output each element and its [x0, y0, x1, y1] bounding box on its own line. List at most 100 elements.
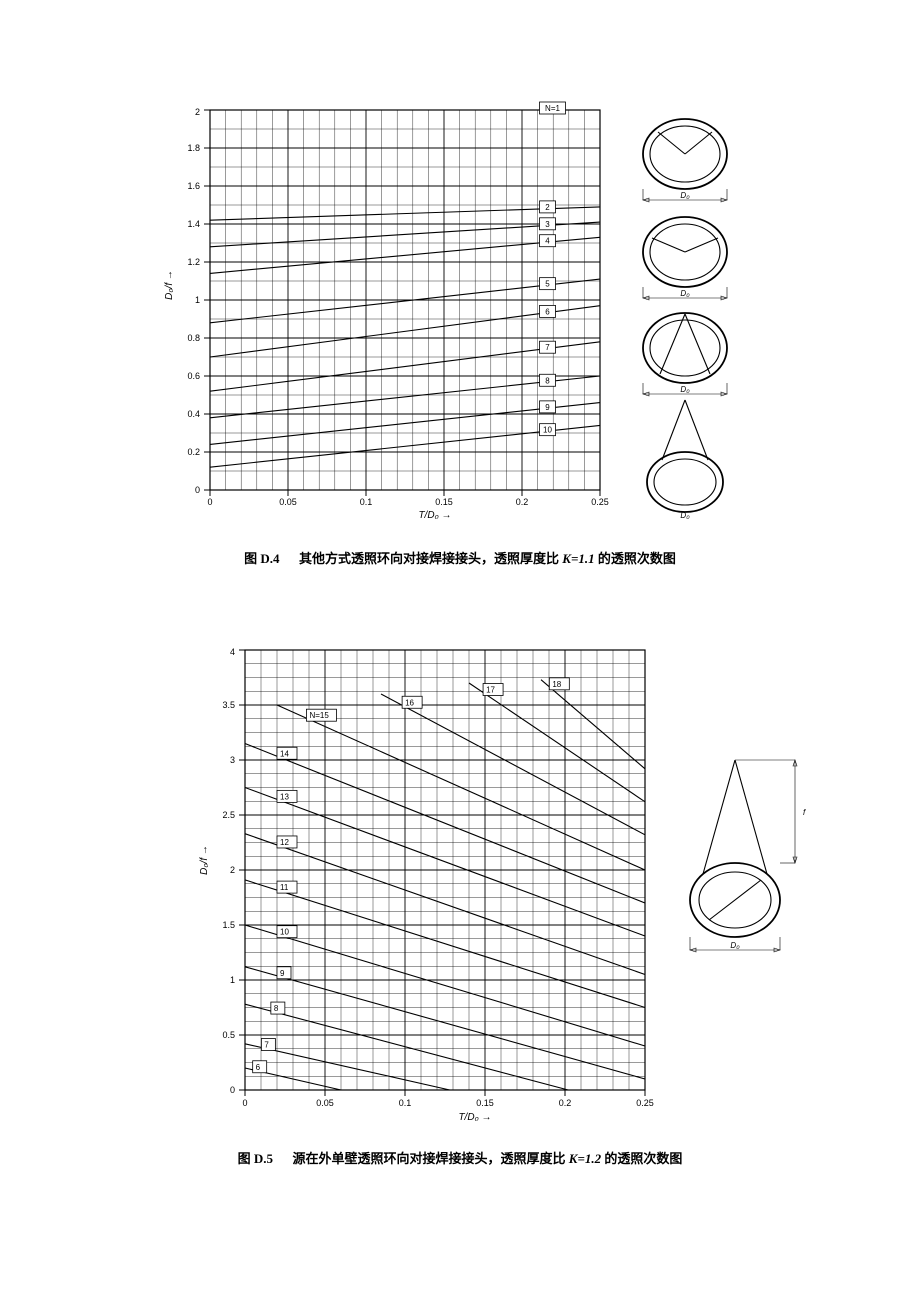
ytick-7: 1.4 [187, 219, 200, 229]
xtick-2: 0.1 [399, 1098, 412, 1108]
curve-label: 9 [280, 969, 285, 978]
xtick-4: 0.2 [559, 1098, 572, 1108]
ytick-7: 3.5 [222, 700, 235, 710]
chart-d4-side-diagram-2: D₀ [643, 217, 727, 300]
chart-d5-xticks: 0 0.05 0.1 0.15 0.2 0.25 [242, 1090, 653, 1108]
curve-n18 [541, 680, 645, 769]
xtick-0: 0 [207, 497, 212, 507]
curve-n14 [245, 744, 645, 904]
side-diagram-label: D₀ [680, 289, 690, 298]
ytick-2: 1 [230, 975, 235, 985]
caption-d4-k: K=1.1 [562, 551, 594, 566]
chart-d4-plot: 0 0.05 0.1 0.15 0.2 0.25 0 0.2 0.4 0.6 0… [164, 102, 609, 521]
curve-label: 3 [545, 220, 550, 229]
ytick-2: 0.4 [187, 409, 200, 419]
xtick-1: 0.05 [316, 1098, 334, 1108]
side-diagram-f: f [803, 808, 806, 817]
chart-d4-xticks: 0 0.05 0.1 0.15 0.2 0.25 [207, 490, 608, 507]
chart-d5-xlabel: T/D₀ → [458, 1112, 491, 1123]
ytick-6: 3 [230, 755, 235, 765]
curve-label: 2 [545, 203, 550, 212]
curve-label: 7 [264, 1040, 269, 1049]
ytick-3: 0.6 [187, 371, 200, 381]
side-diagram-label: D₀ [680, 191, 690, 200]
curve-n13 [245, 788, 645, 937]
chart-d4-yticks: 0 0.2 0.4 0.6 0.8 1 1.2 1.4 1.6 1.8 2 [187, 107, 210, 495]
curve-label: 8 [545, 376, 550, 385]
chart-d4-side-diagram-3: D₀ [643, 313, 727, 396]
chart-d4-curves: N=1 2 3 4 5 6 7 8 9 10 [210, 102, 600, 467]
ytick-3: 1.5 [222, 920, 235, 930]
ytick-9: 1.8 [187, 143, 200, 153]
curve-label: 12 [280, 838, 289, 847]
ytick-1: 0.5 [222, 1030, 235, 1040]
chart-d4-xlabel: T/D₀ → [418, 510, 451, 521]
ytick-5: 1 [195, 295, 200, 305]
caption-d5-text-b: 的透照次数图 [601, 1151, 682, 1166]
figure-d5: 0 0.05 0.1 0.15 0.2 0.25 0 0.5 1 1.5 2 2… [0, 640, 920, 1167]
curve-n17 [469, 683, 645, 802]
curve-label: 13 [280, 792, 289, 801]
ytick-4: 0.8 [187, 333, 200, 343]
figure-d4: 0 0.05 0.1 0.15 0.2 0.25 0 0.2 0.4 0.6 0… [0, 100, 920, 567]
xtick-3: 0.15 [476, 1098, 494, 1108]
curve-label: 11 [280, 883, 289, 892]
page: 0 0.05 0.1 0.15 0.2 0.25 0 0.2 0.4 0.6 0… [0, 0, 920, 1302]
xtick-2: 0.1 [360, 497, 373, 507]
ytick-1: 0.2 [187, 447, 200, 457]
chart-d4-side-diagram-1: D₀ [643, 119, 727, 202]
xtick-1: 0.05 [279, 497, 297, 507]
chart-d5-side-diagram: D₀ f [690, 760, 806, 952]
xtick-0: 0 [242, 1098, 247, 1108]
side-diagram-label: D₀ [680, 385, 690, 394]
curve-label: N=15 [309, 711, 329, 720]
chart-d5-ylabel: D₀/f → [199, 845, 210, 875]
curve-label: 7 [545, 343, 550, 352]
ytick-10: 2 [195, 107, 200, 117]
curve-n9 [245, 967, 645, 1079]
chart-d5-yticks: 0 0.5 1 1.5 2 2.5 3 3.5 4 [222, 647, 245, 1095]
ytick-6: 1.2 [187, 257, 200, 267]
ytick-5: 2.5 [222, 810, 235, 820]
curve-label: 17 [486, 686, 495, 695]
side-diagram-d0: D₀ [730, 941, 740, 950]
chart-d5-grid-y [245, 664, 645, 1077]
curve-label: 10 [280, 928, 289, 937]
ytick-0: 0 [230, 1085, 235, 1095]
caption-d5-k: K=1.2 [569, 1151, 601, 1166]
caption-d4: 图 D.4 其他方式透照环向对接焊接接头，透照厚度比 K=1.1 的透照次数图 [0, 548, 920, 567]
ytick-8: 1.6 [187, 181, 200, 191]
caption-d4-text-b: 的透照次数图 [595, 551, 676, 566]
curve-label: 18 [552, 680, 561, 689]
curve-label: 5 [545, 280, 550, 289]
caption-d5-text-a: 源在外单壁透照环向对接焊接接头，透照厚度比 [293, 1151, 569, 1166]
curve-label: N=1 [545, 104, 560, 113]
curve-label: 8 [274, 1004, 279, 1013]
caption-d5: 图 D.5 源在外单壁透照环向对接焊接接头，透照厚度比 K=1.2 的透照次数图 [0, 1148, 920, 1167]
chart-d4-svg: 0 0.05 0.1 0.15 0.2 0.25 0 0.2 0.4 0.6 0… [0, 100, 920, 530]
curve-label: 6 [256, 1063, 261, 1072]
chart-d5-svg: 0 0.05 0.1 0.15 0.2 0.25 0 0.5 1 1.5 2 2… [0, 640, 920, 1130]
xtick-5: 0.25 [636, 1098, 654, 1108]
curve-n12 [245, 834, 645, 975]
xtick-4: 0.2 [516, 497, 529, 507]
ytick-0: 0 [195, 485, 200, 495]
xtick-5: 0.25 [591, 497, 609, 507]
caption-d4-label: 图 D.4 [244, 551, 279, 566]
curve-label: 6 [545, 307, 550, 316]
xtick-3: 0.15 [435, 497, 453, 507]
curve-label: 10 [543, 426, 552, 435]
curve-label: 16 [405, 698, 414, 707]
ytick-4: 2 [230, 865, 235, 875]
curve-label: 4 [545, 237, 550, 246]
ytick-8: 4 [230, 647, 235, 657]
chart-d4-side-diagram-4: D₀ [647, 400, 723, 520]
curve-label: 14 [280, 749, 289, 758]
chart-d4-ylabel: D₀/f → [164, 270, 175, 300]
caption-d5-label: 图 D.5 [238, 1151, 273, 1166]
curve-n8 [245, 1004, 568, 1090]
caption-d4-text-a: 其他方式透照环向对接焊接接头，透照厚度比 [299, 551, 562, 566]
side-diagram-label: D₀ [680, 511, 690, 520]
chart-d5-plot: 0 0.05 0.1 0.15 0.2 0.25 0 0.5 1 1.5 2 2… [199, 647, 654, 1123]
curve-label: 9 [545, 403, 550, 412]
